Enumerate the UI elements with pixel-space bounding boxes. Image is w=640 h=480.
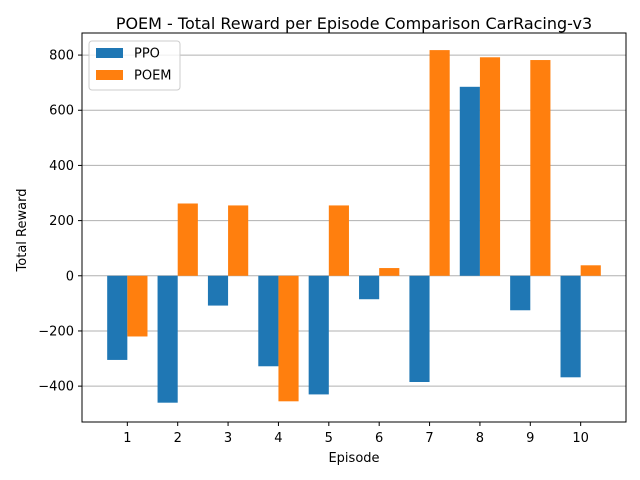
bar-ppo-episode-5	[308, 275, 329, 395]
x-axis-label: Episode	[328, 451, 379, 466]
bar-poem-episode-1	[127, 275, 148, 337]
legend-swatch-ppo	[96, 48, 123, 58]
x-tick-label: 4	[274, 431, 282, 446]
bar-ppo-episode-1	[107, 275, 128, 360]
bar-poem-episode-5	[328, 205, 349, 276]
bar-ppo-episode-4	[258, 275, 279, 367]
y-tick-label: 0	[66, 269, 74, 284]
y-tick-label: −200	[38, 324, 74, 339]
x-tick-label: 7	[425, 431, 433, 446]
bar-ppo-episode-10	[560, 275, 581, 378]
legend: PPO POEM	[88, 40, 181, 91]
bar-poem-episode-9	[530, 60, 551, 276]
x-tick-label: 3	[224, 431, 232, 446]
y-axis-ticks: −400 −200 0 200 400 600 800	[38, 49, 82, 395]
x-tick-label: 5	[325, 431, 333, 446]
y-tick-label: −400	[38, 380, 74, 395]
x-axis-ticks: 1 2 3 4 5 6 7 8 9 10	[123, 422, 589, 446]
x-tick-label: 8	[476, 431, 484, 446]
x-tick-label: 1	[123, 431, 131, 446]
y-axis-label: Total Reward	[15, 189, 30, 273]
x-tick-label: 2	[174, 431, 182, 446]
plot-frame	[81, 32, 627, 423]
bar-poem-episode-10	[580, 265, 601, 276]
bar-poem-episode-6	[379, 268, 400, 276]
bar-poem-episode-3	[228, 205, 249, 276]
x-tick-label: 6	[375, 431, 383, 446]
bar-ppo-episode-6	[359, 275, 380, 300]
chart-title: POEM - Total Reward per Episode Comparis…	[116, 14, 592, 33]
y-tick-label: 400	[49, 159, 74, 174]
bar-ppo-episode-3	[207, 275, 229, 306]
legend-label-poem: POEM	[134, 69, 172, 84]
bars	[107, 50, 601, 403]
bar-ppo-episode-2	[157, 275, 178, 403]
bar-poem-episode-8	[479, 57, 501, 276]
bar-ppo-episode-9	[510, 275, 531, 311]
bar-poem-episode-2	[177, 203, 198, 276]
y-tick-label: 200	[49, 214, 74, 229]
bar-poem-episode-7	[429, 50, 450, 276]
y-tick-label: 600	[49, 104, 74, 119]
legend-label-ppo: PPO	[134, 47, 160, 62]
x-tick-label: 9	[526, 431, 534, 446]
bar-ppo-episode-7	[409, 275, 430, 382]
y-tick-label: 800	[49, 49, 74, 64]
legend-swatch-poem	[96, 70, 123, 80]
bar-poem-episode-4	[278, 275, 299, 402]
bar-ppo-episode-8	[459, 86, 480, 276]
x-tick-label: 10	[572, 431, 589, 446]
